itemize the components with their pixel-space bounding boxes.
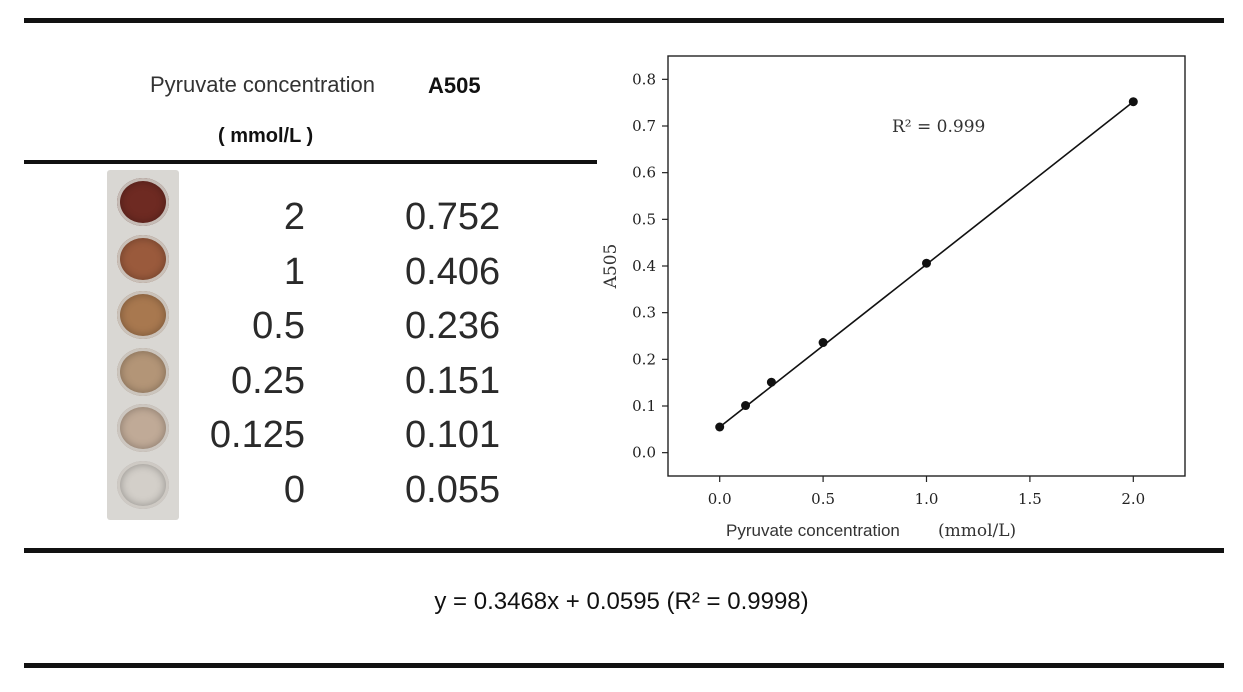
bottom-rule (24, 663, 1224, 668)
y-tick-label: 0.0 (632, 444, 656, 462)
sample-well (117, 347, 169, 396)
table-row: 1 0.406 (0, 251, 600, 301)
sample-well (117, 404, 169, 452)
concentration-cell: 1 (283, 250, 305, 293)
concentration-cell: 0 (283, 469, 305, 511)
table-header-rule (24, 160, 597, 164)
y-tick-label: 0.3 (632, 304, 656, 322)
calibration-chart: 0.0 0.5 1.0 1.5 2.0 0.0 0.1 0.2 0.3 0.4 0.5 0.6 0.7 0… (601, 55, 1186, 541)
table-row: 0.5 0.236 (0, 305, 600, 355)
y-tick-label: 0.7 (632, 117, 656, 135)
table-header-concentration: Pyruvate concentration (150, 72, 376, 97)
y-tick-label: 0.4 (632, 257, 656, 275)
x-tick-label: 1.5 (1018, 490, 1042, 508)
x-axis-title: Pyruvate concentration (726, 521, 900, 540)
y-tick-label: 0.5 (632, 210, 656, 228)
well-plate-photo (107, 170, 179, 520)
regression-equation: y = 0.3468x + 0.0595 (R² = 0.9998) (434, 588, 809, 615)
x-tick-label: 1.0 (915, 490, 939, 508)
table-row: 0 0.055 (0, 469, 600, 519)
x-tick-label: 0.5 (811, 490, 835, 508)
absorbance-cell: 0.752 (405, 196, 501, 238)
concentration-cell: 0.25 (231, 359, 305, 402)
data-point (741, 401, 751, 411)
x-tick-label: 2.0 (1121, 490, 1145, 508)
concentration-cell: 0.125 (209, 414, 305, 457)
data-point (818, 338, 828, 348)
absorbance-cell: 0.055 (405, 469, 501, 511)
sample-well (117, 178, 169, 226)
y-tick-label: 0.1 (632, 397, 656, 415)
table-header-unit: ( mmol/L ) (218, 125, 314, 147)
top-rule (24, 18, 1224, 23)
sample-well (117, 460, 169, 509)
table-row: 0.25 0.151 (0, 360, 600, 410)
absorbance-cell: 0.101 (405, 414, 501, 457)
y-tick-label: 0.8 (632, 70, 656, 88)
table-header-a505: A505 (428, 73, 481, 98)
table-row: 0.125 0.101 (0, 414, 600, 464)
r-squared-annotation: R² = 0.999 (892, 117, 985, 137)
y-tick-label: 0.6 (632, 164, 656, 182)
concentration-cell: 2 (283, 196, 305, 238)
middle-rule (24, 548, 1224, 553)
sample-well (117, 234, 169, 283)
y-tick-label: 0.2 (632, 350, 656, 368)
data-point (1128, 97, 1138, 107)
absorbance-cell: 0.406 (405, 250, 501, 293)
sample-well (117, 291, 169, 339)
concentration-cell: 0.5 (252, 305, 305, 348)
data-point (766, 377, 776, 387)
x-tick-label: 0.0 (708, 490, 732, 508)
data-point (922, 258, 931, 268)
x-axis-unit: (mmol/L) (938, 521, 1016, 541)
absorbance-cell: 0.236 (405, 305, 501, 348)
y-axis-title: A505 (601, 244, 621, 290)
table-row: 2 0.752 (0, 196, 600, 246)
data-point (715, 422, 725, 432)
absorbance-cell: 0.151 (405, 359, 501, 402)
